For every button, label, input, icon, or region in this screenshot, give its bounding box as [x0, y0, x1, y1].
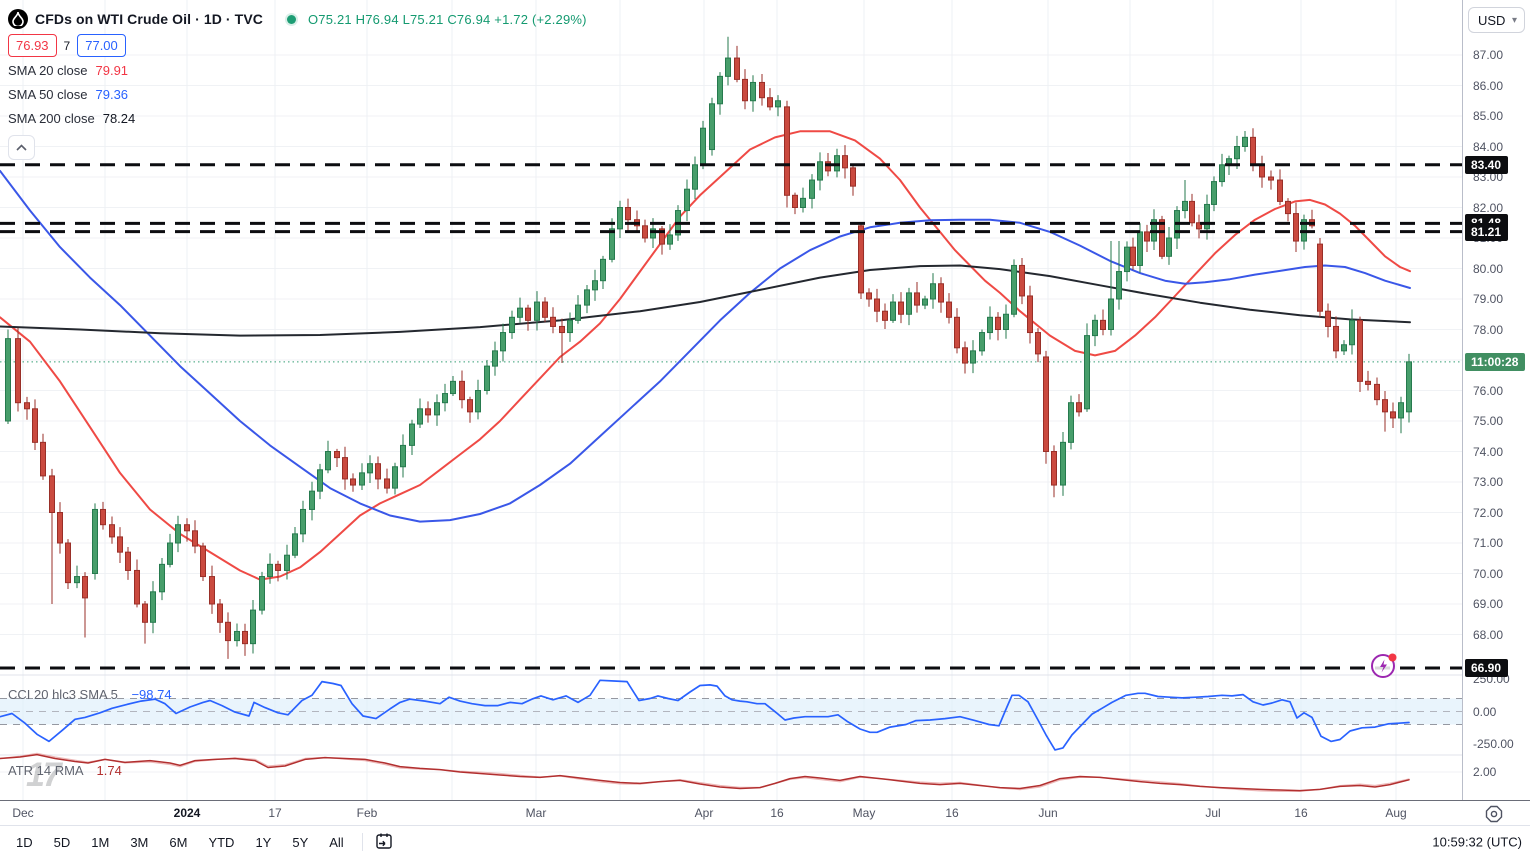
time-label: 17 [268, 806, 282, 820]
price-tick: 85.00 [1473, 109, 1504, 123]
price-tick: 87.00 [1473, 48, 1504, 62]
price-tick: 71.00 [1473, 536, 1504, 550]
price-tick: 70.00 [1473, 566, 1504, 581]
level-badge: 81.21 [1465, 222, 1509, 241]
range-button-1y[interactable]: 1Y [255, 834, 272, 850]
price-tick: 76.00 [1473, 383, 1504, 398]
range-button-5d[interactable]: 5D [53, 834, 71, 850]
ask-price-button[interactable]: 77.00 [77, 34, 126, 57]
range-button-all[interactable]: All [329, 834, 344, 850]
sma20-value: 79.91 [95, 62, 129, 78]
range-button-1m[interactable]: 1M [91, 834, 110, 850]
price-tick: 86.00 [1473, 78, 1504, 93]
time-label: Apr [694, 806, 714, 820]
price-tick: 69.00 [1473, 597, 1504, 611]
price-tick: 74.00 [1473, 444, 1504, 459]
chart-legend: CFDs on WTI Crude Oil · 1D · TVC O75.21 … [8, 6, 587, 160]
time-label: Dec [12, 806, 34, 820]
atr-tick: 2.00 [1473, 765, 1497, 779]
price-tick: 78.00 [1473, 322, 1504, 337]
sma50-legend-row[interactable]: SMA 50 close 79.36 [8, 83, 587, 105]
time-label: 2024 [173, 806, 201, 820]
range-button-ytd[interactable]: YTD [208, 834, 235, 850]
price-tick: 73.00 [1473, 475, 1504, 489]
price-axis[interactable]: 87.0086.0085.0084.0083.0082.0081.0080.00… [1462, 0, 1530, 800]
sma20-label: SMA 20 close [8, 62, 88, 78]
time-label: Jun [1038, 806, 1058, 820]
price-tick: 79.00 [1473, 292, 1504, 306]
price-tick: 72.00 [1473, 505, 1504, 520]
cci-value: −98.74 [131, 687, 172, 702]
currency-label: USD [1478, 12, 1506, 28]
level-badge: 66.90 [1465, 659, 1509, 678]
time-label: 16 [945, 806, 959, 820]
sma200-value: 78.24 [102, 110, 136, 126]
market-status-icon[interactable] [286, 14, 296, 24]
price-tick: 68.00 [1473, 627, 1504, 642]
atr-value: 1.74 [96, 763, 122, 778]
chevron-up-icon [16, 144, 27, 151]
symbol-logo-icon [8, 9, 28, 29]
time-label: 16 [1294, 806, 1308, 820]
cci-tick: -250.00 [1473, 737, 1514, 751]
bid-price-button[interactable]: 76.93 [8, 34, 57, 57]
sma200-label: SMA 200 close [8, 110, 95, 126]
range-button-1d[interactable]: 1D [16, 834, 33, 850]
symbol-title[interactable]: CFDs on WTI Crude Oil · 1D · TVC [35, 11, 263, 27]
time-axis[interactable]: Dec 2024 17 Feb Mar Apr 16 May 16 Jun Jul 16 Aug [0, 800, 1530, 826]
axis-settings-gear-icon[interactable] [1484, 804, 1504, 824]
time-label: 16 [770, 806, 784, 820]
range-button-3m[interactable]: 3M [130, 834, 149, 850]
time-label: Aug [1385, 806, 1407, 820]
price-alert-icon[interactable] [1369, 650, 1399, 685]
time-label: Mar [525, 806, 547, 820]
bottom-toolbar: 1D 5D 1M 3M 6M YTD 1Y 5Y All 10:59:32 (UTC) [0, 826, 1530, 858]
countdown-badge: 11:00:28 [1465, 352, 1526, 371]
tradingview-watermark: 17 [26, 756, 62, 794]
price-tick: 82.00 [1473, 200, 1504, 215]
time-label: May [852, 806, 876, 820]
chevron-down-icon: ▾ [1511, 14, 1517, 26]
cci-legend-row[interactable]: CCI 20 hlc3 SMA 5 −98.74 [8, 687, 172, 702]
time-label: Feb [356, 806, 378, 820]
range-button-6m[interactable]: 6M [169, 834, 188, 850]
cci-tick: 0.00 [1473, 704, 1497, 719]
level-badge: 83.40 [1465, 155, 1509, 174]
collapse-legend-button[interactable] [8, 135, 35, 160]
price-tick: 84.00 [1473, 139, 1504, 154]
price-chart-canvas[interactable] [0, 0, 1530, 800]
cci-label: CCI 20 hlc3 SMA 5 [8, 687, 118, 702]
atr-legend-row[interactable]: ATR 14 RMA 1.74 [8, 763, 122, 778]
sma50-value: 79.36 [95, 86, 129, 102]
spread-value: 7 [63, 38, 71, 53]
sma50-label: SMA 50 close [8, 86, 88, 102]
sma200-legend-row[interactable]: SMA 200 close 78.24 [8, 107, 587, 129]
price-tick: 75.00 [1473, 414, 1504, 428]
utc-clock[interactable]: 10:59:32 (UTC) [1432, 834, 1522, 850]
go-to-date-calendar-icon[interactable] [373, 831, 395, 853]
sma20-legend-row[interactable]: SMA 20 close 79.91 [8, 59, 587, 81]
price-tick: 80.00 [1473, 261, 1504, 276]
range-button-5y[interactable]: 5Y [292, 834, 309, 850]
time-label: Jul [1205, 806, 1221, 820]
currency-selector[interactable]: USD ▾ [1468, 7, 1525, 33]
atr-label: ATR 14 RMA [8, 763, 83, 778]
toolbar-divider [361, 833, 363, 851]
ohlc-values: O75.21 H76.94 L75.21 C76.94 +1.72 (+2.29… [307, 11, 587, 27]
